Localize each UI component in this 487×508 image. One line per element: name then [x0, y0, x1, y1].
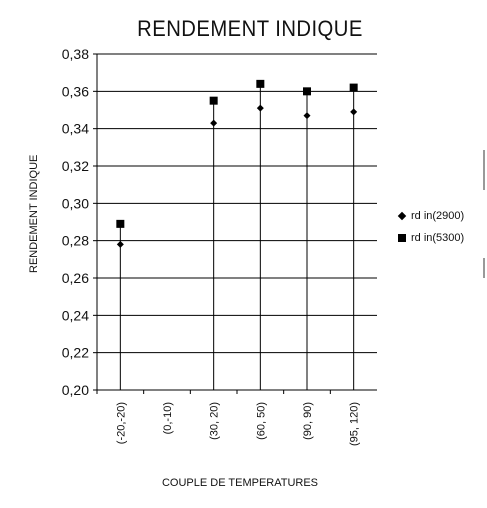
data-point-2900	[256, 104, 264, 112]
chart-title: RENDEMENT INDIQUE	[137, 16, 363, 41]
y-tick-label: 0,28	[62, 233, 89, 249]
x-tick-label: (-20,-20)	[115, 402, 127, 444]
y-tick-label: 0,20	[62, 382, 89, 398]
data-point-2900	[350, 108, 358, 116]
data-point-2900	[210, 119, 218, 127]
data-point-5300	[256, 79, 265, 88]
diamond-marker-icon	[397, 211, 407, 221]
x-tick-label: (60, 50)	[255, 402, 267, 440]
square-marker-icon	[398, 234, 406, 242]
y-tick-label: 0,36	[62, 83, 89, 99]
x-axis-label: COUPLE DE TEMPERATURES	[161, 477, 319, 489]
y-tick-label: 0,26	[62, 270, 89, 286]
y-tick-label: 0,22	[62, 345, 89, 361]
y-tick-label: 0,30	[62, 195, 89, 211]
edge-mark	[483, 258, 485, 278]
x-tick-label: (30, 20)	[209, 402, 221, 440]
y-tick-label: 0,38	[62, 46, 89, 62]
legend-label-2900: rd in(2900)	[411, 210, 465, 222]
legend-label-5300: rd in(5300)	[411, 232, 465, 244]
data-point-5300	[349, 83, 358, 92]
data-point-5300	[303, 87, 311, 96]
y-tick-label: 0,32	[62, 158, 89, 174]
legend: rd in(2900) rd in(5300)	[396, 205, 464, 249]
edge-mark	[483, 150, 485, 190]
y-tick-label: 0,24	[62, 307, 89, 323]
y-tick-label: 0,34	[62, 121, 89, 137]
legend-item-2900: rd in(2900)	[396, 205, 464, 227]
data-point-2900	[116, 240, 124, 248]
data-point-5300	[116, 219, 125, 228]
data-point-2900	[303, 112, 311, 120]
data-point-5300	[209, 96, 218, 105]
legend-item-5300: rd in(5300)	[396, 227, 464, 249]
x-tick-label: (0,-10)	[162, 402, 174, 434]
x-tick-label: (90, 90)	[302, 402, 314, 440]
x-tick-label: (95, 120)	[349, 402, 361, 446]
